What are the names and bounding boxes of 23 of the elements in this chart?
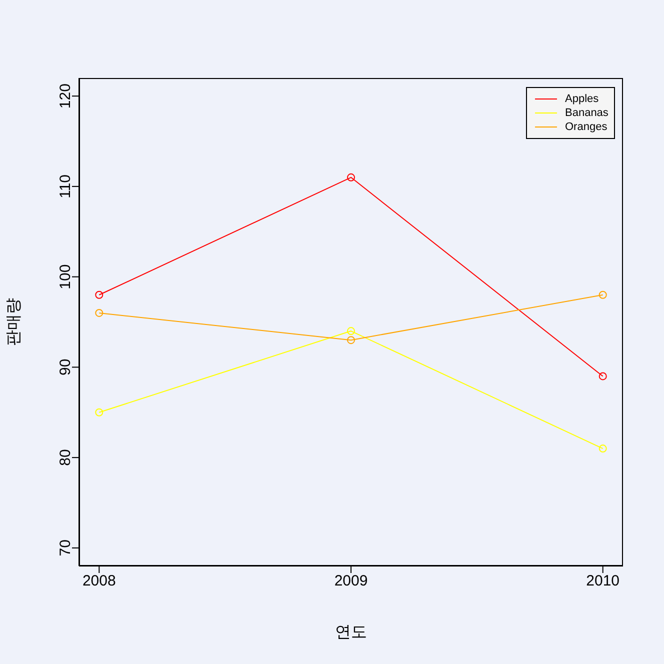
y-tick-label: 110	[57, 174, 74, 198]
x-axis-title: 연도	[334, 623, 368, 643]
x-tick-label: 2009	[334, 572, 368, 590]
legend-label: Bananas	[565, 107, 608, 119]
point	[95, 290, 104, 299]
point	[598, 444, 607, 453]
x-tick-label: 2008	[82, 572, 116, 590]
point	[95, 408, 104, 416]
x-tick-label: 2010	[586, 572, 620, 590]
y-axis-title: 판매량	[4, 298, 24, 346]
point	[347, 327, 355, 336]
legend-label: Apples	[565, 93, 599, 105]
point	[347, 336, 355, 344]
point	[598, 290, 607, 299]
y-tick-label: 100	[57, 264, 74, 290]
legend-label: Oranges	[565, 121, 608, 133]
point	[95, 308, 104, 317]
point	[598, 372, 607, 380]
y-tick-label: 70	[57, 540, 74, 556]
point	[347, 173, 355, 182]
y-tick-label: 80	[57, 449, 74, 466]
y-tick-label: 120	[57, 84, 74, 109]
y-tick-label: 90	[57, 358, 74, 376]
